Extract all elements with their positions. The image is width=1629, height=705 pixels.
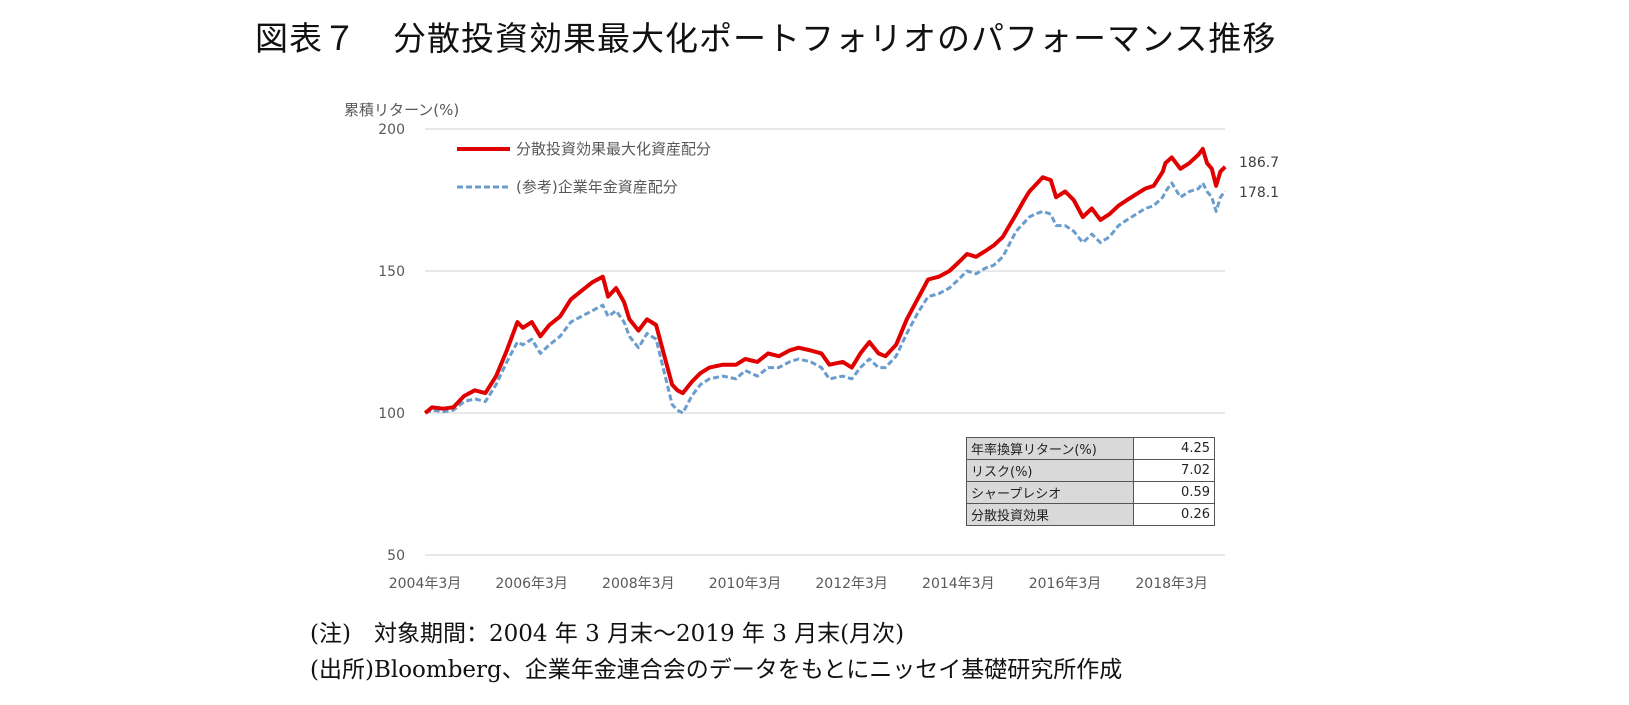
stats-label: リスク(%) [966,459,1134,482]
legend-label: 分散投資効果最大化資産配分 [516,140,711,158]
stats-value: 0.59 [1133,481,1215,504]
stats-value: 0.26 [1133,503,1215,526]
x-tick-label: 2010年3月 [709,576,782,592]
stats-row: シャープレシオ 0.59 [966,481,1215,504]
stats-row: 分散投資効果 0.26 [966,503,1215,526]
stats-table: 年率換算リターン(%) 4.25 リスク(%) 7.02 シャープレシオ 0.59 分… [966,437,1215,526]
x-tick-label: 2018年3月 [1135,576,1208,592]
series-line-max-diversification [423,146,1227,415]
x-tick-label: 2012年3月 [815,576,888,592]
stats-label: 年率換算リターン(%) [966,437,1134,460]
legend-label: (参考)企業年金資産配分 [516,178,678,196]
x-tick-label: 2016年3月 [1029,576,1102,592]
y-tick-label: 100 [378,406,405,422]
stats-value: 4.25 [1133,437,1215,460]
note-period: (注) 対象期間：2004 年 3 月末～2019 年 3 月末(月次) [310,621,905,647]
stats-label: シャープレシオ [966,481,1134,504]
stats-row: 年率換算リターン(%) 4.25 [966,437,1215,460]
y-tick-label: 50 [387,548,405,564]
x-tick-label: 2008年3月 [602,576,675,592]
footnotes: (注) 対象期間：2004 年 3 月末～2019 年 3 月末(月次) (出所… [310,616,1122,688]
series-end-label: 186.7 [1239,155,1279,171]
x-tick-label: 2006年3月 [495,576,568,592]
page-title: 図表７ 分散投資効果最大化ポートフォリオのパフォーマンス推移 [255,12,1276,60]
figure-number: 図表７ [255,19,357,58]
series-end-label: 178.1 [1239,185,1279,201]
stats-value: 7.02 [1133,459,1215,482]
y-tick-label: 150 [378,264,405,280]
y-tick-label: 200 [378,122,405,138]
x-tick-label: 2014年3月 [922,576,995,592]
x-tick-label: 2004年3月 [389,576,462,592]
figure-title: 分散投資効果最大化ポートフォリオのパフォーマンス推移 [393,19,1277,58]
stats-label: 分散投資効果 [966,503,1134,526]
y-axis-label: 累積リターン(%) [344,101,459,119]
note-source: (出所)Bloomberg、企業年金連合会のデータをもとにニッセイ基礎研究所作成 [310,657,1123,683]
stats-row: リスク(%) 7.02 [966,459,1215,482]
series-line-pension [424,181,1227,415]
